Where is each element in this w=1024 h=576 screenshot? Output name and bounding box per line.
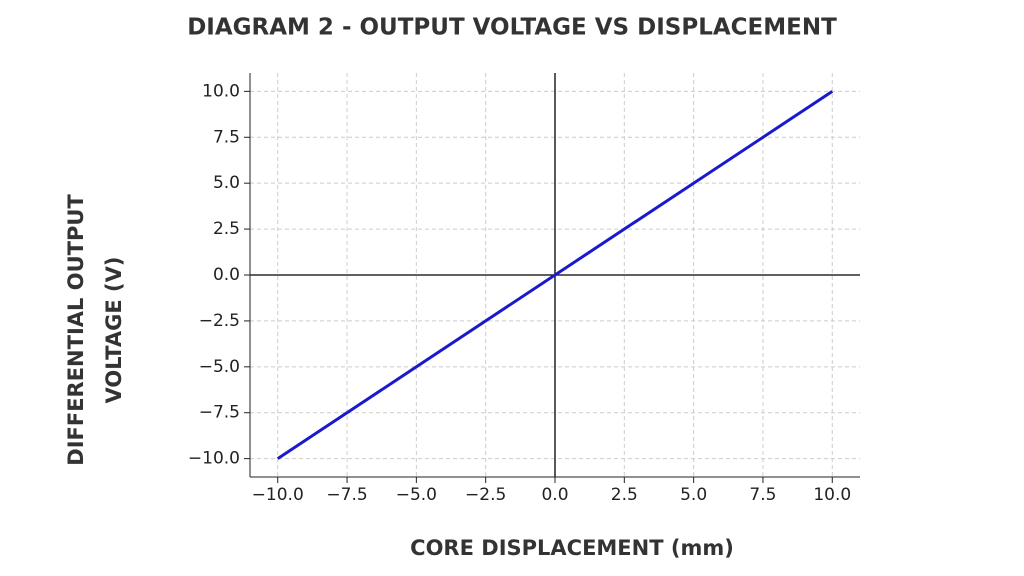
chart-title: DIAGRAM 2 - OUTPUT VOLTAGE VS DISPLACEME… [187,15,837,41]
y-tick-label: −10.0 [188,449,240,469]
x-tick-label: −10.0 [252,485,304,505]
data-line [276,90,834,460]
x-tick-label: −2.5 [465,485,506,505]
x-tick-label: −7.5 [326,485,367,505]
x-axis-label: CORE DISPLACEMENT (mm) [410,536,734,560]
x-tick-label: −5.0 [396,485,437,505]
y-tick-label: 7.5 [213,127,240,147]
y-tick-label: −5.0 [199,357,240,377]
x-tick-label: 5.0 [680,485,707,505]
y-axis-label: DIFFERENTIAL OUTPUT VOLTAGE (V) [64,194,126,466]
y-tick-label: 0.0 [213,265,240,285]
y-tick-label: 10.0 [202,81,240,101]
x-tick-label: 7.5 [749,485,776,505]
y-tick-label: 5.0 [213,173,240,193]
y-tick-label: −7.5 [199,403,240,423]
y-tick-label: 2.5 [213,219,240,239]
y-tick-label: −2.5 [199,311,240,331]
x-tick-label: 10.0 [813,485,851,505]
x-tick-label: 2.5 [611,485,638,505]
x-tick-label: 0.0 [541,485,568,505]
